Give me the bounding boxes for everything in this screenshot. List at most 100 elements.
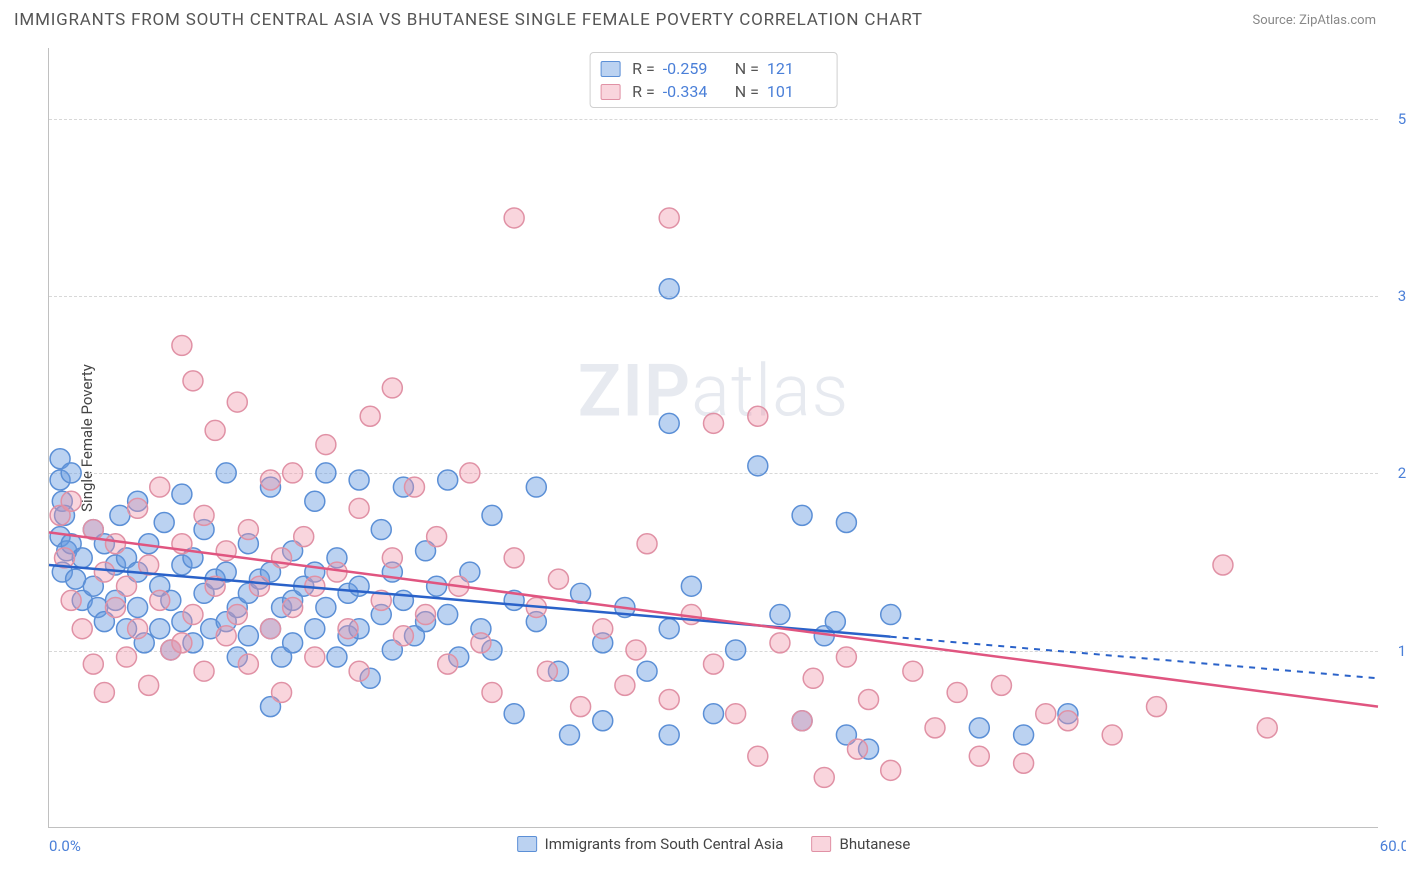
data-point	[814, 767, 834, 787]
data-point	[172, 484, 192, 504]
data-point	[1147, 697, 1167, 717]
data-point	[1257, 718, 1277, 738]
data-point	[659, 725, 679, 745]
y-tick-label: 12.5%	[1398, 642, 1406, 660]
data-point	[61, 590, 81, 610]
data-point	[283, 463, 303, 483]
series-legend: Immigrants from South Central Asia Bhutan…	[517, 835, 911, 853]
data-point	[681, 576, 701, 596]
data-point	[61, 463, 81, 483]
data-point	[659, 413, 679, 433]
data-point	[83, 654, 103, 674]
data-point	[294, 527, 314, 547]
regression-line-extrapolated	[891, 637, 1378, 679]
y-tick-label: 50.0%	[1398, 110, 1406, 128]
n-value: 121	[767, 59, 827, 78]
data-point	[504, 548, 524, 568]
y-tick-label: 37.5%	[1398, 287, 1406, 305]
data-point	[659, 690, 679, 710]
data-point	[482, 682, 502, 702]
source-label: Source: ZipAtlas.com	[1252, 13, 1376, 28]
data-point	[150, 590, 170, 610]
r-label: R =	[632, 59, 655, 78]
r-value: -0.259	[663, 59, 723, 78]
data-point	[1102, 725, 1122, 745]
data-point	[305, 647, 325, 667]
chart-frame: Single Female Poverty ZIPatlas R =-0.259…	[48, 48, 1378, 828]
data-point	[947, 682, 967, 702]
data-point	[194, 505, 214, 525]
data-point	[216, 463, 236, 483]
legend-item: Bhutanese	[811, 835, 910, 853]
data-point	[272, 682, 292, 702]
data-point	[128, 498, 148, 518]
data-point	[117, 576, 137, 596]
data-point	[238, 654, 258, 674]
data-point	[72, 619, 92, 639]
data-point	[969, 718, 989, 738]
x-axis-max-label: 60.0%	[1380, 837, 1406, 855]
data-point	[283, 633, 303, 653]
data-point	[847, 739, 867, 759]
data-point	[349, 470, 369, 490]
data-point	[659, 279, 679, 299]
data-point	[249, 576, 269, 596]
legend-row: R =-0.334N =101	[600, 80, 827, 103]
data-point	[836, 512, 856, 532]
data-point	[438, 605, 458, 625]
data-point	[526, 477, 546, 497]
data-point	[881, 605, 901, 625]
n-value: 101	[767, 82, 827, 101]
legend-label: Bhutanese	[839, 835, 910, 853]
n-label: N =	[735, 82, 759, 101]
data-point	[349, 661, 369, 681]
chart-title: IMMIGRANTS FROM SOUTH CENTRAL ASIA VS BH…	[14, 10, 923, 30]
data-point	[659, 208, 679, 228]
data-point	[770, 605, 790, 625]
data-point	[471, 633, 491, 653]
data-point	[371, 520, 391, 540]
data-point	[792, 505, 812, 525]
data-point	[105, 597, 125, 617]
legend-item: Immigrants from South Central Asia	[517, 835, 784, 853]
data-point	[150, 477, 170, 497]
data-point	[704, 704, 724, 724]
data-point	[859, 690, 879, 710]
x-axis-min-label: 0.0%	[49, 837, 81, 855]
data-point	[139, 675, 159, 695]
data-point	[150, 619, 170, 639]
data-point	[360, 406, 380, 426]
data-point	[704, 413, 724, 433]
data-point	[404, 477, 424, 497]
data-point	[349, 498, 369, 518]
n-label: N =	[735, 59, 759, 78]
data-point	[393, 626, 413, 646]
legend-swatch	[600, 61, 620, 77]
data-point	[438, 470, 458, 490]
data-point	[548, 569, 568, 589]
data-point	[172, 335, 192, 355]
data-point	[836, 647, 856, 667]
data-point	[128, 619, 148, 639]
data-point	[748, 406, 768, 426]
data-point	[316, 597, 336, 617]
data-point	[194, 661, 214, 681]
data-point	[438, 654, 458, 674]
data-point	[172, 633, 192, 653]
data-point	[903, 661, 923, 681]
r-value: -0.334	[663, 82, 723, 101]
data-point	[261, 470, 281, 490]
data-point	[560, 725, 580, 745]
regression-line	[49, 532, 1378, 706]
data-point	[1014, 725, 1034, 745]
data-point	[61, 491, 81, 511]
data-point	[227, 392, 247, 412]
data-point	[803, 668, 823, 688]
data-point	[94, 562, 114, 582]
data-point	[593, 711, 613, 731]
data-point	[726, 640, 746, 660]
y-tick-label: 25.0%	[1398, 464, 1406, 482]
data-point	[626, 640, 646, 660]
data-point	[327, 647, 347, 667]
data-point	[183, 371, 203, 391]
